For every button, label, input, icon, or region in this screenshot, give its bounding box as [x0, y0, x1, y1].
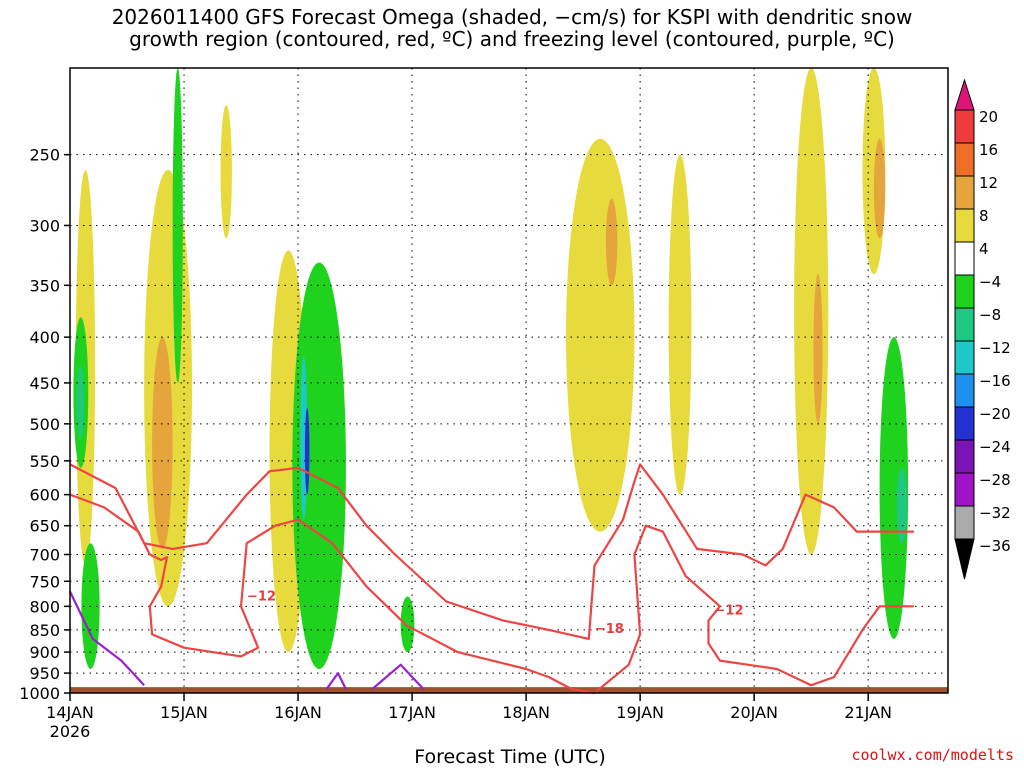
dendritic-contour-2 [593, 524, 914, 694]
ytick-label-350: 350 [29, 276, 60, 295]
omega-cell-5 [152, 337, 173, 549]
colorbar-segment-6 [954, 307, 975, 342]
freezing-contour-1 [325, 672, 347, 690]
x-axis-title: Forecast Time (UTC) [414, 746, 606, 768]
omega-cell-13 [566, 138, 635, 532]
ytick-label-400: 400 [29, 328, 60, 347]
colorbar-label-3: 8 [979, 207, 989, 225]
omega-cell-2 [76, 365, 84, 440]
colorbar-segment-8 [954, 373, 975, 408]
chart-title: 2026011400 GFS Forecast Omega (shaded, −… [111, 5, 913, 51]
colorbar-label-13: −36 [979, 537, 1011, 555]
dendritic-contour-0 [69, 493, 595, 695]
colorbar-bottom-arrow [954, 538, 975, 580]
colorbar-label-9: −20 [979, 405, 1011, 423]
dendritic-contour-label-0: −12 [247, 589, 276, 604]
omega-shading [73, 67, 909, 669]
ytick-label-450: 450 [29, 374, 60, 393]
xtick-label-4: 18JAN [502, 703, 550, 722]
ytick-label-900: 900 [29, 643, 60, 662]
dendritic-contour-label-1: −18 [595, 622, 624, 637]
ytick-label-950: 950 [29, 664, 60, 683]
ytick-label-750: 750 [29, 572, 60, 591]
colorbar-top-arrow [954, 78, 975, 111]
freezing-contour-2 [371, 663, 425, 690]
ytick-label-1000: 1000 [19, 684, 60, 703]
omega-cell-15 [668, 154, 692, 495]
xtick-label-6: 20JAN [730, 703, 778, 722]
omega-cell-19 [873, 138, 886, 239]
ytick-label-550: 550 [29, 452, 60, 471]
colorbar-label-1: 16 [979, 141, 998, 159]
y-axis: 250 300 350 400 450 500 550 600 650 700 750 800 850 9… [19, 146, 70, 703]
ytick-label-500: 500 [29, 415, 60, 434]
ground-surface [70, 687, 948, 693]
colorbar-label-4: 4 [979, 240, 989, 258]
x-axis: 14JAN 15JAN 16JAN 17JAN 18JAN 19JAN 20JAN 21JAN… [46, 693, 892, 741]
ytick-label-300: 300 [29, 216, 60, 235]
dendritic-contour-1 [69, 463, 914, 640]
colorbar-segment-10 [954, 439, 975, 474]
ytick-label-650: 650 [29, 517, 60, 536]
omega-cell-12 [400, 596, 415, 653]
xtick-year-label: 2026 [50, 722, 91, 741]
xtick-label-3: 17JAN [388, 703, 436, 722]
colorbar-label-7: −12 [979, 339, 1011, 357]
colorbar-label-2: 12 [979, 174, 998, 192]
ytick-label-700: 700 [29, 545, 60, 564]
colorbar-label-12: −32 [979, 504, 1011, 522]
ytick-label-850: 850 [29, 621, 60, 640]
omega-cell-7 [220, 105, 232, 239]
omega-cell-11 [304, 407, 310, 495]
freezing-contour-0 [69, 591, 145, 686]
colorbar-segment-12 [954, 505, 975, 540]
omega-cell-16 [794, 67, 829, 555]
colorbar-segment-1 [954, 142, 975, 177]
colorbar-segment-2 [954, 175, 975, 210]
plot-frame [69, 67, 949, 694]
colorbar-label-8: −16 [979, 372, 1011, 390]
colorbar-segment-11 [954, 472, 975, 507]
colorbar-legend: 20 16 12 8 4 −4 −8 −12 −16 −20 −24 −28 −32 −36 [954, 78, 1011, 580]
ytick-label-800: 800 [29, 597, 60, 616]
surface-terrain [70, 687, 948, 693]
colorbar-segment-3 [954, 208, 975, 243]
omega-cell-20 [879, 337, 909, 639]
omega-cell-17 [813, 274, 823, 424]
colorbar-label-0: 20 [979, 108, 998, 126]
omega-cell-14 [605, 198, 618, 286]
contours: −12 −18 −12 [69, 463, 914, 695]
xtick-label-0: 14JAN [46, 703, 94, 722]
ytick-label-250: 250 [29, 146, 60, 165]
colorbar-segment-9 [954, 406, 975, 441]
credit-link[interactable]: coolwx.com/modelts [851, 746, 1014, 764]
omega-cell-6 [172, 68, 183, 383]
xtick-label-1: 15JAN [160, 703, 208, 722]
omega-cell-21 [896, 467, 907, 544]
colorbar-segment-0 [954, 109, 975, 144]
colorbar-label-10: −24 [979, 438, 1011, 456]
colorbar-segment-7 [954, 340, 975, 375]
dendritic-contour-label-2: −12 [715, 604, 744, 619]
ytick-label-600: 600 [29, 486, 60, 505]
colorbar-label-5: −4 [979, 273, 1001, 291]
omega-cell-9 [292, 262, 346, 669]
xtick-label-2: 16JAN [274, 703, 322, 722]
xtick-label-5: 19JAN [616, 703, 664, 722]
colorbar-label-11: −28 [979, 471, 1011, 489]
colorbar-segment-5 [954, 274, 975, 309]
colorbar-segment-4 [954, 241, 975, 276]
colorbar-label-6: −8 [979, 306, 1001, 324]
xtick-label-7: 21JAN [844, 703, 892, 722]
